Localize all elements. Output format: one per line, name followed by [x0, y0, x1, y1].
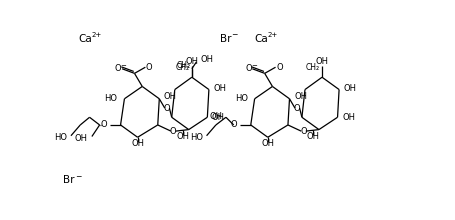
Text: 2+: 2+ — [91, 32, 101, 38]
Text: OH: OH — [261, 139, 274, 148]
Text: OH: OH — [209, 112, 222, 121]
Text: Ca: Ca — [254, 34, 268, 44]
Text: OH: OH — [293, 92, 307, 101]
Text: OH: OH — [185, 57, 198, 66]
Text: O: O — [299, 127, 306, 136]
Text: Ca: Ca — [79, 34, 92, 44]
Text: O: O — [146, 63, 152, 72]
Text: Br: Br — [219, 34, 231, 44]
Text: HO: HO — [234, 94, 247, 103]
Text: OH: OH — [212, 113, 224, 122]
Text: OH: OH — [131, 139, 144, 148]
Text: O: O — [163, 104, 170, 112]
Text: OH: OH — [164, 92, 177, 101]
Text: O: O — [170, 127, 176, 136]
Text: OH: OH — [75, 134, 88, 143]
Text: OH: OH — [306, 132, 318, 141]
Text: CH₂: CH₂ — [176, 61, 190, 70]
Text: OH: OH — [176, 132, 189, 141]
Text: O: O — [276, 63, 282, 72]
Text: OH: OH — [200, 55, 213, 64]
Text: HO: HO — [104, 94, 117, 103]
Text: CH₂: CH₂ — [175, 63, 189, 72]
Text: OH: OH — [213, 84, 226, 93]
Text: CH₂: CH₂ — [305, 63, 319, 72]
Text: O: O — [245, 64, 251, 73]
Text: O: O — [101, 120, 107, 129]
Text: HO: HO — [189, 133, 202, 142]
Text: O: O — [230, 120, 237, 129]
Text: 2+: 2+ — [267, 32, 277, 38]
Text: OH: OH — [315, 57, 328, 66]
Text: −: − — [75, 172, 81, 181]
Text: O: O — [115, 64, 121, 73]
Text: HO: HO — [54, 133, 67, 142]
Text: −: − — [121, 63, 126, 70]
Text: OH: OH — [341, 113, 354, 122]
Text: OH: OH — [343, 84, 356, 93]
Text: Br: Br — [63, 175, 75, 185]
Text: −: − — [250, 63, 256, 70]
Text: O: O — [293, 104, 300, 112]
Text: −: − — [231, 30, 237, 39]
